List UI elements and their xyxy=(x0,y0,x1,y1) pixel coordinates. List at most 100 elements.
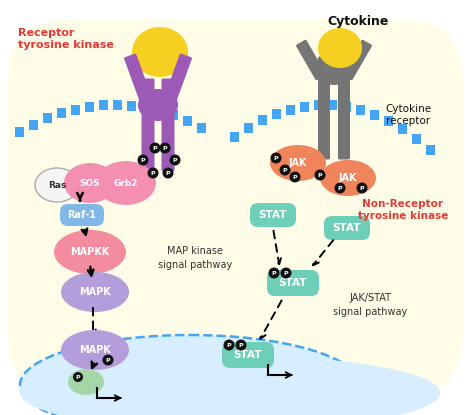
Text: JAK/STAT
signal pathway: JAK/STAT signal pathway xyxy=(333,293,407,317)
Bar xyxy=(398,124,407,134)
Text: Cytokine
receptor: Cytokine receptor xyxy=(385,104,431,126)
Circle shape xyxy=(335,183,346,193)
Bar xyxy=(300,102,309,112)
FancyBboxPatch shape xyxy=(8,20,463,395)
Ellipse shape xyxy=(132,27,188,77)
Text: STAT: STAT xyxy=(259,210,287,220)
FancyBboxPatch shape xyxy=(342,40,372,80)
Circle shape xyxy=(147,168,158,178)
Bar xyxy=(384,116,393,127)
Text: P: P xyxy=(173,158,177,163)
Text: P: P xyxy=(272,271,276,276)
Text: SOS: SOS xyxy=(80,178,100,188)
FancyBboxPatch shape xyxy=(164,54,192,103)
Bar xyxy=(328,100,337,110)
Bar xyxy=(43,113,52,124)
Text: Raf-1: Raf-1 xyxy=(68,210,96,220)
Circle shape xyxy=(356,183,367,193)
Circle shape xyxy=(268,268,280,278)
Circle shape xyxy=(149,142,161,154)
FancyBboxPatch shape xyxy=(142,78,155,171)
Ellipse shape xyxy=(270,145,326,181)
Bar xyxy=(314,100,323,110)
Text: STAT: STAT xyxy=(279,278,307,288)
Ellipse shape xyxy=(35,168,79,202)
Circle shape xyxy=(170,154,181,166)
Text: Grb2: Grb2 xyxy=(114,178,138,188)
Circle shape xyxy=(163,168,173,178)
Circle shape xyxy=(224,339,235,351)
Bar xyxy=(57,108,66,118)
FancyBboxPatch shape xyxy=(318,56,330,159)
Text: P: P xyxy=(151,171,155,176)
FancyBboxPatch shape xyxy=(60,204,104,226)
Bar xyxy=(356,105,365,115)
Bar xyxy=(342,102,351,112)
FancyBboxPatch shape xyxy=(162,78,174,171)
Circle shape xyxy=(102,354,113,366)
Circle shape xyxy=(280,164,291,176)
Bar xyxy=(272,109,281,119)
Bar xyxy=(286,105,295,115)
Ellipse shape xyxy=(54,230,126,274)
Bar xyxy=(258,115,267,125)
Text: P: P xyxy=(76,374,80,379)
Ellipse shape xyxy=(20,356,440,415)
Ellipse shape xyxy=(318,28,362,68)
Text: P: P xyxy=(360,186,365,190)
Bar xyxy=(183,116,192,126)
Text: JAK: JAK xyxy=(339,173,357,183)
Text: P: P xyxy=(292,174,297,180)
Ellipse shape xyxy=(61,272,129,312)
Text: JAK: JAK xyxy=(289,158,307,168)
Bar xyxy=(370,110,379,120)
Text: P: P xyxy=(141,158,146,163)
Text: P: P xyxy=(283,271,288,276)
Text: MAPK: MAPK xyxy=(79,345,111,355)
FancyBboxPatch shape xyxy=(324,216,370,240)
Bar xyxy=(197,123,206,133)
Ellipse shape xyxy=(320,65,348,85)
FancyBboxPatch shape xyxy=(267,270,319,296)
Text: P: P xyxy=(227,342,231,347)
Text: P: P xyxy=(318,173,322,178)
Text: MAP kinase
signal pathway: MAP kinase signal pathway xyxy=(158,247,232,270)
Ellipse shape xyxy=(64,163,116,203)
Text: STAT: STAT xyxy=(333,223,361,233)
Bar xyxy=(113,100,122,110)
Bar xyxy=(155,106,164,116)
Circle shape xyxy=(159,142,171,154)
Ellipse shape xyxy=(61,330,129,370)
Circle shape xyxy=(271,152,282,164)
Text: P: P xyxy=(283,168,287,173)
Bar xyxy=(412,134,421,144)
Ellipse shape xyxy=(320,160,376,196)
Text: P: P xyxy=(106,357,110,362)
FancyBboxPatch shape xyxy=(124,54,152,103)
FancyBboxPatch shape xyxy=(250,203,296,227)
Bar xyxy=(99,100,108,110)
Ellipse shape xyxy=(96,161,156,205)
Text: P: P xyxy=(153,146,157,151)
Ellipse shape xyxy=(138,89,178,121)
Text: Receptor
tyrosine kinase: Receptor tyrosine kinase xyxy=(18,28,114,50)
Ellipse shape xyxy=(68,369,104,395)
Circle shape xyxy=(236,339,246,351)
FancyBboxPatch shape xyxy=(296,40,326,80)
Bar xyxy=(71,105,80,115)
Text: STAT: STAT xyxy=(234,350,262,360)
FancyBboxPatch shape xyxy=(222,342,274,368)
Text: Cytokine: Cytokine xyxy=(328,15,389,29)
Bar xyxy=(85,102,94,112)
Text: MAPK: MAPK xyxy=(79,287,111,297)
Text: P: P xyxy=(337,186,342,190)
Text: P: P xyxy=(166,171,170,176)
FancyBboxPatch shape xyxy=(338,56,350,159)
Bar xyxy=(426,145,435,155)
Circle shape xyxy=(290,171,301,183)
Circle shape xyxy=(137,154,148,166)
Text: Ras: Ras xyxy=(48,181,66,190)
Bar xyxy=(169,110,178,120)
Bar xyxy=(15,127,24,137)
Circle shape xyxy=(315,169,326,181)
